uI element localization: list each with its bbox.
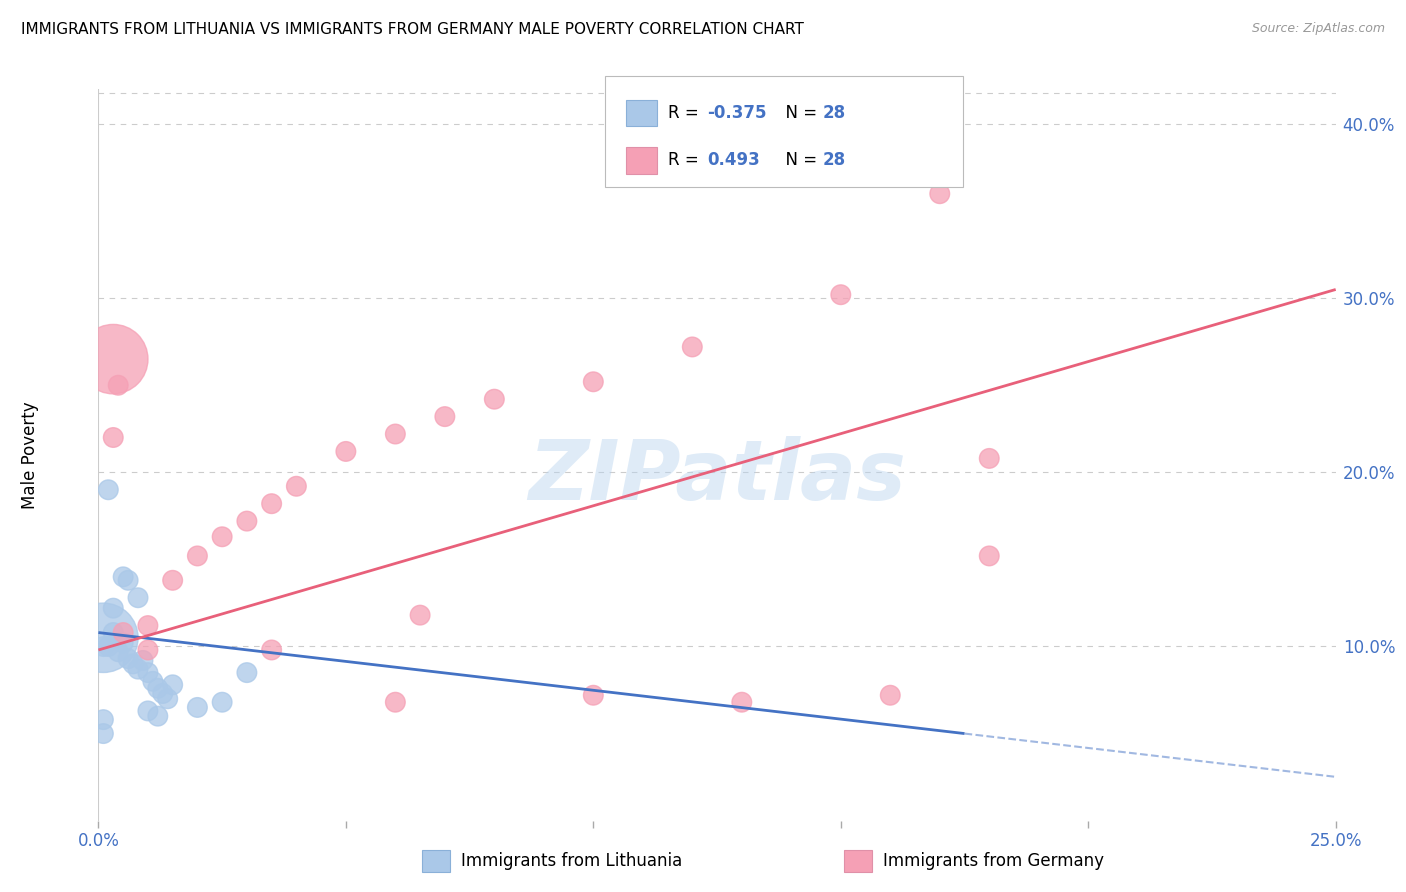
- Point: [103, 352, 125, 367]
- Point: [103, 601, 125, 615]
- Point: [186, 700, 208, 714]
- Point: [122, 657, 145, 671]
- Text: ZIPatlas: ZIPatlas: [529, 436, 905, 517]
- Point: [384, 427, 406, 442]
- Point: [152, 686, 174, 700]
- Point: [142, 674, 165, 689]
- Point: [93, 640, 115, 654]
- Point: [136, 704, 159, 718]
- Point: [979, 451, 1001, 466]
- Text: Immigrants from Germany: Immigrants from Germany: [883, 852, 1104, 871]
- Point: [162, 678, 184, 692]
- Point: [186, 549, 208, 563]
- Point: [156, 691, 179, 706]
- Point: [211, 695, 233, 709]
- Point: [103, 430, 125, 444]
- Point: [97, 640, 120, 654]
- Point: [384, 695, 406, 709]
- Point: [112, 625, 135, 640]
- Text: -0.375: -0.375: [707, 104, 766, 122]
- Point: [928, 186, 950, 201]
- Point: [433, 409, 456, 424]
- Point: [681, 340, 703, 354]
- Text: 28: 28: [823, 152, 845, 169]
- Point: [582, 375, 605, 389]
- Point: [93, 726, 115, 740]
- Point: [132, 653, 155, 667]
- Point: [127, 662, 149, 676]
- Point: [162, 574, 184, 588]
- Point: [211, 530, 233, 544]
- Point: [103, 625, 125, 640]
- Point: [93, 713, 115, 727]
- Point: [127, 591, 149, 605]
- Point: [107, 378, 129, 392]
- Text: N =: N =: [775, 152, 823, 169]
- Point: [112, 636, 135, 650]
- Point: [112, 570, 135, 584]
- Point: [285, 479, 308, 493]
- Point: [830, 287, 852, 301]
- Point: [93, 631, 115, 645]
- Point: [409, 608, 432, 623]
- Point: [582, 688, 605, 702]
- Point: [107, 645, 129, 659]
- Text: 0.493: 0.493: [707, 152, 761, 169]
- Point: [117, 574, 139, 588]
- Text: Source: ZipAtlas.com: Source: ZipAtlas.com: [1251, 22, 1385, 36]
- Point: [731, 695, 754, 709]
- Point: [97, 483, 120, 497]
- Text: R =: R =: [668, 104, 704, 122]
- Text: N =: N =: [775, 104, 823, 122]
- Point: [979, 549, 1001, 563]
- Text: Male Poverty: Male Poverty: [21, 401, 39, 508]
- Point: [879, 688, 901, 702]
- Point: [146, 709, 169, 723]
- Text: 28: 28: [823, 104, 845, 122]
- Point: [236, 665, 259, 680]
- Text: R =: R =: [668, 152, 709, 169]
- Text: IMMIGRANTS FROM LITHUANIA VS IMMIGRANTS FROM GERMANY MALE POVERTY CORRELATION CH: IMMIGRANTS FROM LITHUANIA VS IMMIGRANTS …: [21, 22, 804, 37]
- Point: [260, 497, 283, 511]
- Point: [335, 444, 357, 458]
- Point: [260, 643, 283, 657]
- Point: [136, 643, 159, 657]
- Point: [484, 392, 506, 407]
- Point: [136, 665, 159, 680]
- Point: [117, 651, 139, 665]
- Point: [236, 514, 259, 528]
- Text: Immigrants from Lithuania: Immigrants from Lithuania: [461, 852, 682, 871]
- Point: [146, 681, 169, 696]
- Point: [136, 618, 159, 632]
